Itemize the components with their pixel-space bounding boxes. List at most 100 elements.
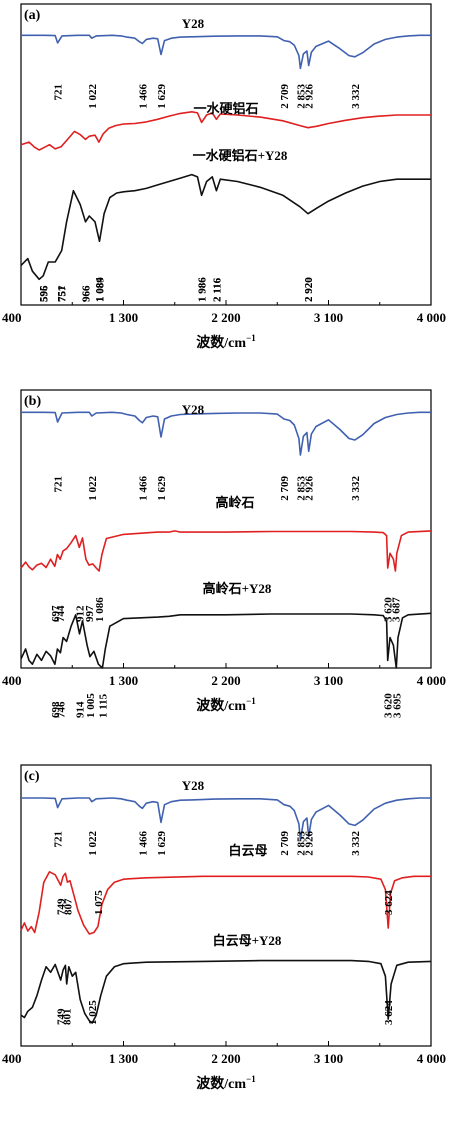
peak-label: 1 086	[94, 597, 106, 622]
peak-label: 2 926	[304, 831, 316, 856]
x-tick-label: 2 200	[211, 673, 240, 688]
series-label: 一水硬铝石+Y28	[193, 148, 288, 163]
peak-label: 3 620	[383, 693, 395, 718]
peak-label: 596	[38, 285, 50, 302]
peak-label: 966	[80, 285, 92, 302]
peak-label: 749	[56, 898, 68, 915]
peak-label: 697	[50, 605, 62, 622]
panel-label: (b)	[24, 394, 41, 409]
spectrum-line	[21, 411, 431, 456]
peak-label: 997	[84, 605, 96, 622]
peak-label: 1 466	[137, 831, 149, 856]
peak-label: 1 986	[197, 277, 209, 302]
peak-label: 1 075	[93, 890, 105, 915]
x-tick-label: 400	[2, 310, 22, 325]
peak-label: 1 022	[87, 476, 99, 501]
peak-label: 1 022	[87, 84, 99, 109]
peak-label: 2 853	[295, 84, 307, 109]
spectrum-line	[20, 612, 432, 669]
x-axis-label: 波数/cm−1	[196, 333, 256, 351]
x-tick-label: 3 100	[314, 310, 343, 325]
peak-label: 721	[53, 84, 65, 101]
spectrum-line	[20, 173, 431, 281]
peak-label: 749	[56, 1008, 68, 1025]
peak-label: 698	[50, 701, 62, 718]
peak-label: 595	[38, 285, 50, 302]
peak-label: 744	[55, 605, 67, 622]
series-label: 高岭石+Y28	[203, 581, 272, 596]
series-label: 一水硬铝石	[193, 101, 258, 116]
peak-label: 1 089	[94, 277, 106, 302]
series-label: Y28	[182, 16, 205, 31]
spectrum-line	[20, 959, 432, 1024]
x-tick-label: 2 200	[211, 1051, 240, 1066]
x-axis-label: 波数/cm−1	[196, 1074, 256, 1092]
spectrum-line	[20, 871, 431, 935]
peak-label: 3 695	[391, 693, 403, 718]
x-tick-label: 1 300	[109, 310, 138, 325]
peak-label: 807	[62, 898, 74, 915]
peak-label: 1 629	[156, 84, 168, 109]
peak-label: 966	[80, 285, 92, 302]
x-tick-label: 4 000	[417, 673, 446, 688]
series-label: 白云母	[228, 843, 267, 858]
panel-label: (c)	[24, 769, 40, 784]
peak-label: 1 022	[87, 831, 99, 856]
peak-label: 2 926	[304, 84, 316, 109]
peak-label: 914	[75, 701, 87, 718]
peak-label: 2 709	[279, 84, 291, 109]
series-label: 高岭石	[215, 495, 254, 510]
peak-label: 3 332	[350, 831, 362, 856]
spectrum-line	[21, 797, 431, 841]
x-tick-label: 3 100	[314, 673, 343, 688]
series-label: Y28	[182, 778, 205, 793]
peak-label: 1 466	[137, 84, 149, 109]
peak-label: 801	[62, 1009, 74, 1026]
peak-label: 1 115	[97, 693, 109, 718]
x-tick-label: 400	[2, 673, 22, 688]
peak-label: 2 920	[303, 277, 315, 302]
peak-label: 2 709	[279, 831, 291, 856]
peak-label: 2 116	[211, 277, 223, 302]
plot-frame	[20, 389, 432, 669]
peak-label: 912	[74, 605, 86, 622]
x-tick-label: 4 000	[417, 1051, 446, 1066]
x-axis-label: 波数/cm−1	[196, 696, 256, 714]
peak-label: 3 624	[383, 890, 395, 915]
peak-label: 3 332	[350, 476, 362, 501]
peak-label: 2 853	[295, 476, 307, 501]
peak-label: 746	[55, 701, 67, 718]
x-tick-label: 3 100	[314, 1051, 343, 1066]
peak-label: 757	[57, 285, 69, 302]
peak-label: 721	[53, 476, 65, 493]
spectrum-line	[20, 530, 432, 572]
peak-label: 2 853	[295, 831, 307, 856]
peak-label: 2 920	[303, 277, 315, 302]
series-label: 白云母+Y28	[213, 933, 282, 948]
peak-label: 1 084	[94, 277, 106, 302]
peak-label: 2 709	[279, 476, 291, 501]
peak-label: 1 025	[87, 1000, 99, 1025]
x-tick-label: 1 300	[109, 1051, 138, 1066]
x-tick-label: 4 000	[417, 310, 446, 325]
peak-label: 721	[53, 831, 65, 848]
peak-label: 3 332	[350, 84, 362, 109]
peak-label: 3 620	[383, 597, 395, 622]
panel-label: (a)	[24, 8, 41, 23]
spectrum-line	[21, 34, 431, 70]
peak-label: 3 687	[390, 597, 402, 622]
peak-label: 751	[56, 286, 68, 303]
peak-label: 1 005	[85, 693, 97, 718]
x-tick-label: 2 200	[211, 310, 240, 325]
series-label: Y28	[182, 402, 205, 417]
peak-label: 2 116	[211, 277, 223, 302]
plot-frame	[20, 764, 432, 1047]
peak-label: 1 629	[156, 476, 168, 501]
peak-label: 1 466	[137, 476, 149, 501]
peak-label: 3 624	[383, 1000, 395, 1025]
peak-label: 2 926	[304, 476, 316, 501]
peak-label: 1 986	[197, 277, 209, 302]
x-tick-label: 400	[2, 1051, 22, 1066]
spectrum-line	[20, 111, 431, 151]
x-tick-label: 1 300	[109, 673, 138, 688]
